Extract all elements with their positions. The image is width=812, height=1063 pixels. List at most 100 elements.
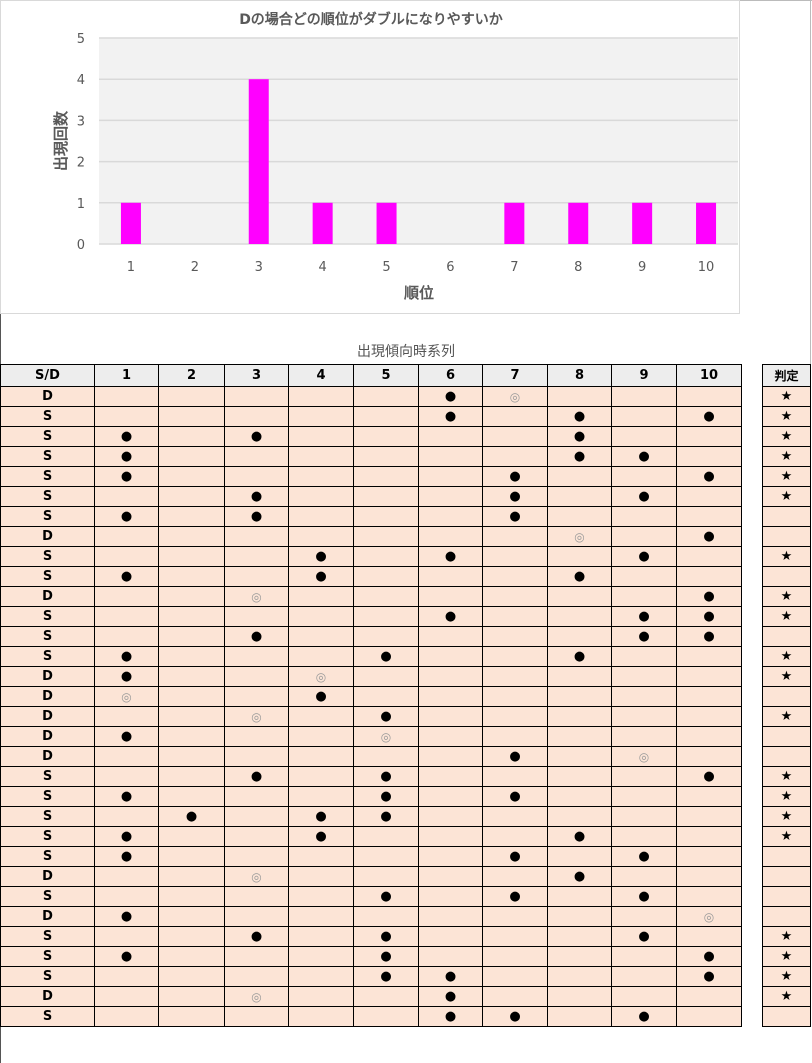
sd-cell[interactable]: S <box>0 466 95 487</box>
rank-cell[interactable] <box>418 786 483 807</box>
column-header[interactable]: 10 <box>676 364 742 387</box>
rank-cell[interactable] <box>224 386 289 407</box>
rank-cell[interactable] <box>676 706 742 727</box>
sd-cell[interactable]: S <box>0 546 95 567</box>
rank-cell[interactable] <box>676 486 742 507</box>
column-header[interactable]: 9 <box>611 364 677 387</box>
sd-cell[interactable]: S <box>0 806 95 827</box>
rank-cell[interactable]: ● <box>611 546 677 567</box>
rank-cell[interactable] <box>288 646 354 667</box>
rank-cell[interactable] <box>676 386 742 407</box>
rank-cell[interactable] <box>288 1006 354 1027</box>
rank-cell[interactable]: ● <box>611 486 677 507</box>
rank-cell[interactable]: ● <box>611 606 677 627</box>
sd-cell[interactable]: S <box>0 606 95 627</box>
column-header[interactable]: S/D <box>0 364 95 387</box>
rank-cell[interactable]: ◎ <box>353 726 419 747</box>
bar-4[interactable] <box>312 202 333 244</box>
rank-cell[interactable]: ● <box>353 806 419 827</box>
rank-cell[interactable] <box>418 886 483 907</box>
rank-cell[interactable] <box>353 546 419 567</box>
rank-cell[interactable] <box>353 486 419 507</box>
rank-cell[interactable] <box>224 606 289 627</box>
rank-cell[interactable]: ● <box>94 646 159 667</box>
rank-cell[interactable] <box>482 546 548 567</box>
rank-cell[interactable] <box>547 606 612 627</box>
rank-cell[interactable] <box>482 586 548 607</box>
rank-cell[interactable] <box>418 686 483 707</box>
rank-cell[interactable] <box>158 766 225 787</box>
sd-cell[interactable]: D <box>0 986 95 1007</box>
column-header[interactable]: 8 <box>547 364 612 387</box>
rank-cell[interactable]: ● <box>482 1006 548 1027</box>
rank-cell[interactable] <box>353 506 419 527</box>
rank-cell[interactable]: ● <box>224 426 289 447</box>
rank-cell[interactable] <box>224 446 289 467</box>
judge-cell[interactable]: ★ <box>762 486 811 507</box>
rank-cell[interactable]: ● <box>224 486 289 507</box>
rank-cell[interactable] <box>288 926 354 947</box>
sd-cell[interactable]: S <box>0 966 95 987</box>
rank-cell[interactable] <box>418 706 483 727</box>
rank-cell[interactable] <box>94 486 159 507</box>
rank-cell[interactable]: ● <box>482 846 548 867</box>
rank-cell[interactable] <box>547 846 612 867</box>
rank-cell[interactable]: ● <box>353 786 419 807</box>
sd-cell[interactable]: D <box>0 726 95 747</box>
rank-cell[interactable] <box>611 466 677 487</box>
rank-cell[interactable]: ◎ <box>94 686 159 707</box>
rank-cell[interactable] <box>418 866 483 887</box>
rank-cell[interactable] <box>676 426 742 447</box>
rank-cell[interactable] <box>158 786 225 807</box>
rank-cell[interactable]: ● <box>547 866 612 887</box>
rank-cell[interactable] <box>94 866 159 887</box>
rank-cell[interactable]: ● <box>418 386 483 407</box>
sd-cell[interactable]: D <box>0 906 95 927</box>
rank-cell[interactable] <box>611 826 677 847</box>
rank-cell[interactable] <box>158 946 225 967</box>
rank-cell[interactable] <box>482 986 548 1007</box>
sd-cell[interactable]: S <box>0 946 95 967</box>
rank-cell[interactable] <box>224 746 289 767</box>
judge-cell[interactable]: ★ <box>762 826 811 847</box>
rank-cell[interactable] <box>482 966 548 987</box>
judge-cell[interactable]: ★ <box>762 606 811 627</box>
sd-cell[interactable]: D <box>0 586 95 607</box>
rank-cell[interactable] <box>418 946 483 967</box>
rank-cell[interactable] <box>288 846 354 867</box>
judge-cell[interactable]: ★ <box>762 466 811 487</box>
rank-cell[interactable]: ◎ <box>482 386 548 407</box>
judge-cell[interactable]: ★ <box>762 786 811 807</box>
sd-cell[interactable]: S <box>0 506 95 527</box>
rank-cell[interactable] <box>611 946 677 967</box>
rank-cell[interactable] <box>353 866 419 887</box>
rank-cell[interactable] <box>158 966 225 987</box>
judge-cell[interactable] <box>762 866 811 887</box>
rank-cell[interactable]: ● <box>224 926 289 947</box>
rank-cell[interactable] <box>482 866 548 887</box>
rank-cell[interactable]: ● <box>418 1006 483 1027</box>
sd-cell[interactable]: S <box>0 786 95 807</box>
rank-cell[interactable] <box>547 686 612 707</box>
rank-cell[interactable] <box>288 706 354 727</box>
rank-cell[interactable] <box>158 886 225 907</box>
rank-cell[interactable]: ● <box>288 826 354 847</box>
rank-cell[interactable]: ● <box>353 646 419 667</box>
judge-cell[interactable]: ★ <box>762 986 811 1007</box>
rank-cell[interactable] <box>418 486 483 507</box>
rank-cell[interactable]: ● <box>418 606 483 627</box>
rank-cell[interactable] <box>547 966 612 987</box>
rank-cell[interactable] <box>158 666 225 687</box>
rank-cell[interactable] <box>224 466 289 487</box>
sd-cell[interactable]: D <box>0 866 95 887</box>
rank-cell[interactable]: ● <box>288 546 354 567</box>
rank-cell[interactable]: ● <box>94 446 159 467</box>
rank-cell[interactable]: ● <box>676 526 742 547</box>
column-header[interactable]: 1 <box>94 364 159 387</box>
sd-cell[interactable]: S <box>0 886 95 907</box>
rank-cell[interactable] <box>418 426 483 447</box>
sd-cell[interactable]: S <box>0 646 95 667</box>
rank-cell[interactable] <box>676 846 742 867</box>
rank-cell[interactable] <box>418 566 483 587</box>
judge-cell[interactable] <box>762 686 811 707</box>
